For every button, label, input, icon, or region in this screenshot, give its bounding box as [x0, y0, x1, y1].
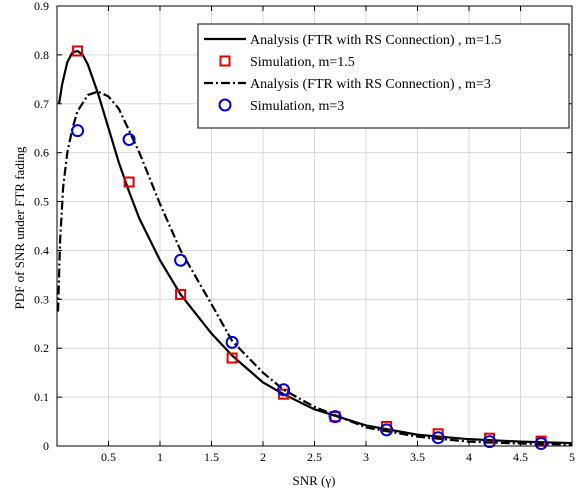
legend-item-1: Simulation, m=1.5: [219, 55, 355, 70]
x-tick-label: 1.5: [204, 450, 219, 464]
data-point: [122, 132, 136, 146]
legend-marker-swatch: [219, 55, 231, 67]
series-line: [57, 49, 573, 445]
legend-label: Simulation, m=1.5: [250, 55, 355, 70]
y-tick-label: 0.5: [34, 195, 49, 209]
data-point: [174, 253, 188, 267]
y-tick-label: 0.8: [34, 48, 49, 62]
x-tick-label: 0.5: [101, 450, 116, 464]
series-0: [57, 49, 573, 445]
x-tick-labels: 0.5 1 1.5 2 2.5 3 3.5 4 4.5 5: [101, 450, 575, 464]
legend-label: Analysis (FTR with RS Connection) , m=1.…: [250, 33, 501, 48]
legend-item-0: Analysis (FTR with RS Connection) , m=1.…: [204, 33, 501, 48]
y-axis-label: PDF of SNR under FTR fading: [12, 146, 27, 309]
series-layer: [56, 45, 573, 451]
data-point: [328, 410, 342, 424]
legend-box: [197, 23, 570, 129]
y-tick-label: 0: [43, 439, 49, 453]
legend-item-3: Simulation, m=3: [218, 98, 344, 114]
data-point: [483, 435, 497, 449]
legend-label: Simulation, m=3: [250, 99, 344, 114]
data-point: [71, 124, 85, 138]
legend-label: Analysis (FTR with RS Connection) , m=3: [250, 77, 491, 92]
legend-marker-swatch: [218, 98, 232, 112]
data-point: [123, 176, 135, 188]
y-tick-label: 0.6: [34, 146, 49, 160]
x-tick-label: 3.5: [410, 450, 425, 464]
x-tick-label: 1: [157, 450, 163, 464]
y-tick-labels: 0 0.1 0.2 0.3 0.4 0.5 0.6 0.7 0.8 0.9: [34, 0, 49, 453]
data-point: [380, 423, 394, 437]
data-point: [534, 437, 548, 451]
y-tick-label: 0.9: [34, 0, 49, 13]
data-point: [175, 288, 187, 300]
x-tick-label: 4: [466, 450, 472, 464]
y-tick-label: 0.1: [34, 390, 49, 404]
y-tick-label: 0.7: [34, 97, 49, 111]
data-point: [431, 431, 445, 445]
x-tick-label: 3: [363, 450, 369, 464]
data-point: [72, 45, 84, 57]
legend: Analysis (FTR with RS Connection) , m=1.…: [197, 23, 570, 129]
x-tick-label: 4.5: [513, 450, 528, 464]
y-tick-label: 0.4: [34, 243, 49, 257]
data-point: [277, 383, 291, 397]
y-tick-label: 0.2: [34, 341, 49, 355]
y-tick-label: 0.3: [34, 292, 49, 306]
data-point: [225, 335, 239, 349]
series-2: [56, 90, 573, 446]
x-tick-label: 5: [569, 450, 575, 464]
x-tick-label: 2.5: [307, 450, 322, 464]
data-point: [226, 352, 238, 364]
legend-item-2: Analysis (FTR with RS Connection) , m=3: [204, 77, 491, 92]
x-axis-label: SNR (γ): [293, 473, 336, 488]
x-tick-label: 2: [260, 450, 266, 464]
series-3: [71, 124, 548, 451]
series-line: [56, 90, 573, 446]
